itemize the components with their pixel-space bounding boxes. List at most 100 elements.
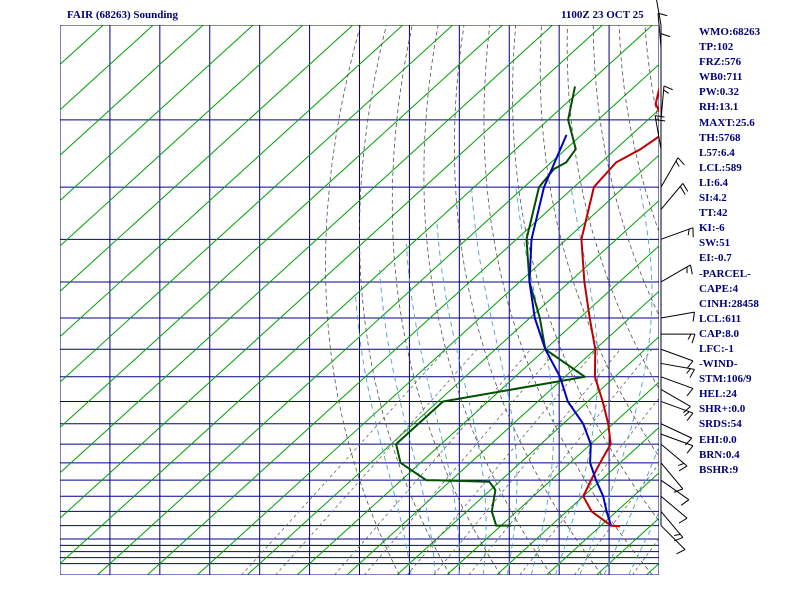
- wind-barb: [660, 264, 693, 283]
- wind-barb-staff: [660, 479, 690, 501]
- dry-adiabat-line: [483, 25, 653, 575]
- wind-barb-flag: [683, 406, 691, 414]
- wind-barb-flag: [689, 264, 693, 275]
- index-item: EHI:0.0: [699, 433, 737, 446]
- chart-title: FAIR (68263) Sounding: [67, 9, 179, 21]
- wind-barb-flag: [682, 183, 689, 192]
- wind-barb-flag: [686, 388, 694, 397]
- wind-barb-flag: [660, 33, 671, 38]
- wind-barbs: [654, 0, 696, 555]
- isotherm-line: [60, 25, 354, 292]
- index-item: FRZ:576: [699, 56, 742, 69]
- index-item: LCL:611: [699, 312, 742, 325]
- isotherm-line: [60, 25, 653, 565]
- index-item: L57:6.4: [699, 146, 735, 159]
- wind-barb-flag: [687, 333, 692, 340]
- wind-barb-flag: [680, 499, 690, 506]
- isotherm-line: [97, 63, 659, 575]
- isotherm-line: [60, 25, 454, 383]
- wind-barb-flag: [675, 160, 680, 167]
- mixing-ratio-line: [468, 349, 653, 575]
- index-item: BRN:0.4: [699, 448, 740, 461]
- wind-barb-staff: [660, 443, 688, 467]
- mixing-ratio-line: [334, 348, 532, 575]
- wind-barb-staff: [660, 389, 691, 407]
- index-item: SW:51: [699, 237, 731, 250]
- isotherm-line: [60, 25, 553, 474]
- wind-barb-flag: [678, 465, 688, 472]
- dry-adiabat-line: [423, 25, 552, 575]
- wind-barb-flag: [663, 85, 673, 91]
- mixing-ratio-line: [275, 348, 478, 575]
- isotherm-line: [246, 199, 659, 575]
- wind-barb-flag: [687, 228, 690, 236]
- index-item: TP:102: [699, 41, 734, 54]
- background-lines: [60, 25, 659, 575]
- mixing-ratio-line: [433, 349, 621, 575]
- index-item: CINH:28458: [699, 297, 759, 310]
- moist-adiabat-line: [405, 243, 460, 575]
- index-item: STM:106/9: [699, 373, 752, 386]
- moist-adiabat-line: [579, 187, 653, 575]
- wind-barb: [654, 115, 666, 150]
- dry-adiabat-line: [391, 25, 501, 575]
- wind-barb: [660, 400, 694, 421]
- index-item: BSHR:9: [699, 463, 739, 476]
- isotherm-line: [446, 381, 659, 575]
- index-item: HEL:24: [699, 388, 737, 401]
- wind-barb-staff: [660, 157, 679, 188]
- moist-adiabat-line: [354, 293, 412, 575]
- wind-barb-staff: [660, 462, 684, 490]
- wind-barb-staff: [660, 376, 694, 389]
- index-item: PW:0.32: [699, 86, 740, 99]
- wind-barb-flag: [686, 368, 691, 374]
- wind-barb-staff: [654, 115, 662, 150]
- wind-barb: [660, 85, 673, 120]
- index-item: RH:13.1: [699, 101, 739, 114]
- index-item: SI:4.2: [699, 192, 727, 205]
- wind-barb-staff: [660, 400, 694, 414]
- wind-barb: [660, 433, 694, 454]
- index-item: MAXT:25.6: [699, 116, 755, 129]
- wind-barb-staff: [660, 495, 688, 519]
- isotherm-line: [60, 25, 254, 202]
- parcel-line: [528, 134, 612, 526]
- isotherm-line: [146, 109, 659, 575]
- moist-adiabat-line: [603, 445, 659, 575]
- wind-barb-staff: [660, 433, 694, 447]
- wind-barb-staff: [660, 423, 693, 439]
- dry-adiabat-line: [592, 25, 659, 317]
- wind-barb-flag: [677, 157, 685, 166]
- index-item: EI:-0.7: [699, 252, 732, 265]
- wind-barb: [660, 495, 688, 524]
- index-item: CAP:8.0: [699, 327, 740, 340]
- wind-barb-flag: [678, 462, 685, 467]
- wind-barb: [660, 227, 694, 240]
- dewpoint-line: [395, 86, 586, 527]
- index-item: SHR+:0.0: [699, 403, 746, 416]
- isotherm-line: [346, 290, 659, 575]
- wind-barb-flag: [674, 533, 681, 537]
- isotherm-line: [60, 25, 204, 156]
- wind-barb-staff: [660, 525, 686, 550]
- dry-adiabat-line: [359, 25, 451, 575]
- chart-subtitle: 1100Z 23 OCT 25: [561, 9, 644, 21]
- wind-barb-staff: [660, 85, 665, 120]
- wind-barb-flag: [678, 517, 688, 524]
- wind-barb-flag: [686, 445, 694, 454]
- profile-lines: [395, 85, 659, 528]
- index-item: WMO:68263: [699, 26, 761, 38]
- dry-adiabat-line: [325, 25, 400, 575]
- wind-barb-staff: [660, 311, 695, 319]
- wind-barb-flag: [689, 369, 695, 378]
- wind-barb-staff: [660, 511, 684, 538]
- isotherm-line: [546, 472, 659, 575]
- index-item: TT:42: [699, 207, 728, 220]
- wind-barb-flag: [657, 12, 668, 17]
- wind-barb: [660, 33, 671, 68]
- dry-adiabat-line: [453, 25, 603, 575]
- index-item: -PARCEL-: [699, 267, 751, 280]
- isotherm-line: [396, 336, 659, 575]
- wind-barb-flag: [663, 89, 670, 94]
